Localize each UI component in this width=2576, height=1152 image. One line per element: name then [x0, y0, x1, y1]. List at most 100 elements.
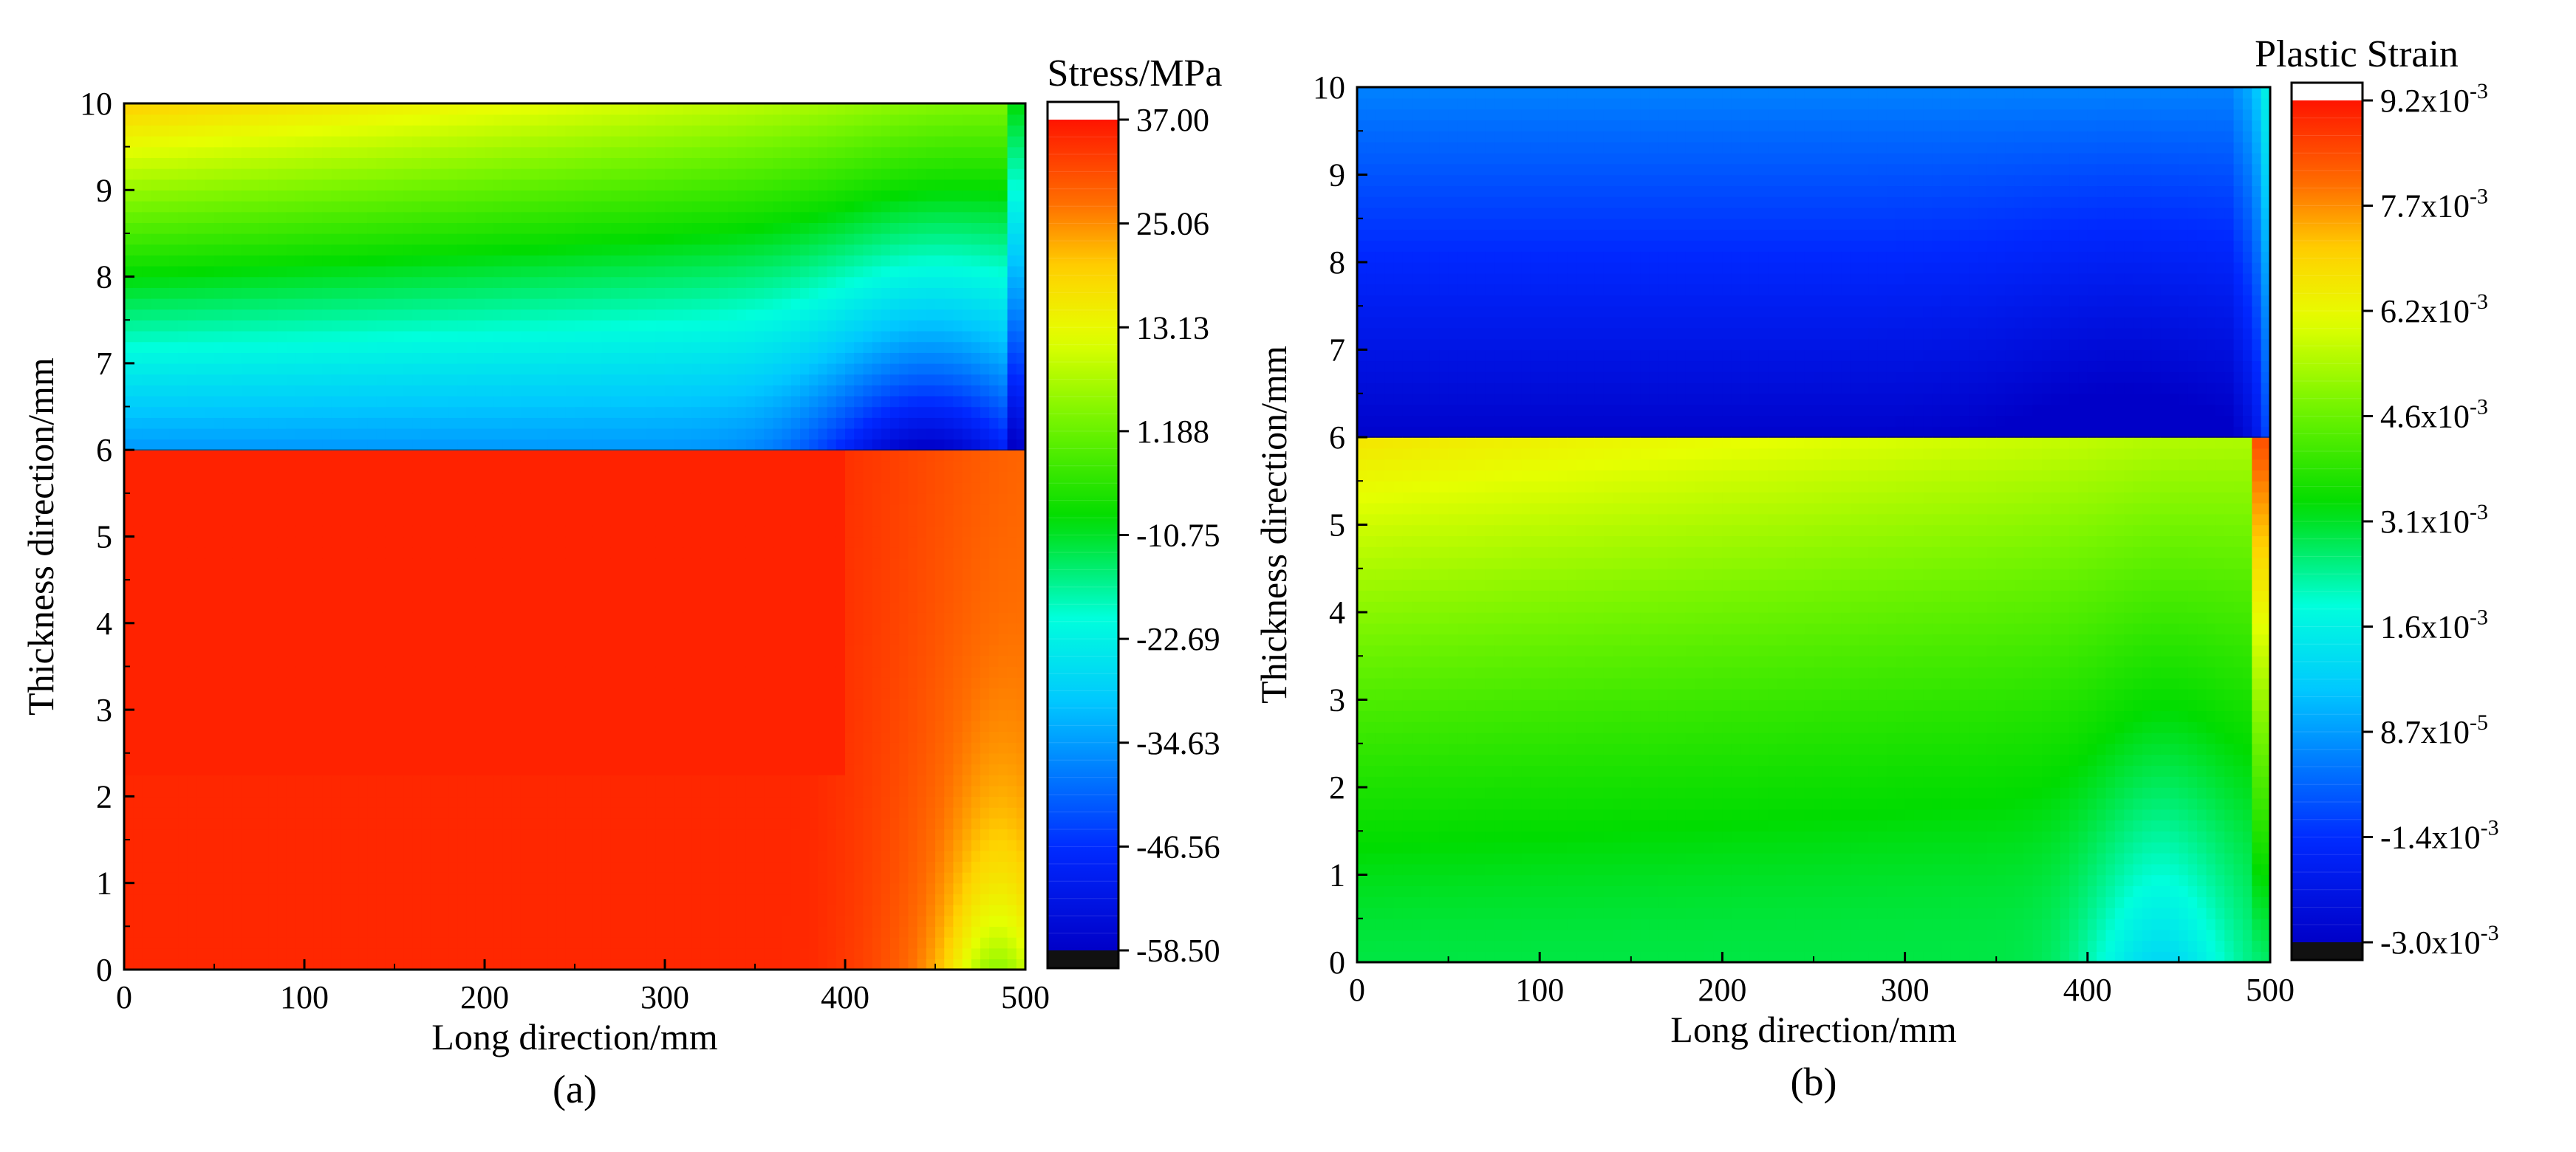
heatmap-cell	[178, 482, 188, 493]
heatmap-cell	[332, 450, 341, 461]
heatmap-cell	[197, 775, 206, 786]
heatmap-cell	[124, 547, 134, 558]
heatmap-cell	[377, 634, 386, 645]
heatmap-cell	[358, 666, 368, 677]
heatmap-cell	[160, 342, 170, 353]
heatmap-cell	[277, 645, 287, 656]
heatmap-cell	[223, 851, 233, 862]
heatmap-cell	[349, 786, 359, 797]
heatmap-cell	[367, 872, 377, 883]
heatmap-cell	[277, 612, 287, 623]
heatmap-cell	[151, 666, 161, 677]
heatmap-cell	[250, 786, 260, 797]
heatmap-cell	[197, 677, 206, 688]
heatmap-cell	[268, 872, 278, 883]
heatmap-cell	[358, 775, 368, 786]
heatmap-cell	[178, 168, 188, 179]
heatmap-cell	[287, 136, 296, 147]
heatmap-cell	[160, 190, 170, 201]
heatmap-cell	[250, 450, 260, 461]
heatmap-cell	[341, 320, 350, 331]
heatmap-cell	[142, 417, 151, 428]
heatmap-cell	[197, 201, 206, 212]
heatmap-cell	[242, 222, 251, 233]
heatmap-cell	[349, 428, 359, 439]
heatmap-cell	[367, 905, 377, 916]
heatmap-cell	[277, 515, 287, 526]
heatmap-cell	[341, 190, 350, 201]
heatmap-cell	[268, 147, 278, 158]
heatmap-cell	[187, 222, 197, 233]
heatmap-cell	[287, 580, 296, 591]
heatmap-cell	[367, 201, 377, 212]
heatmap-cell	[268, 201, 278, 212]
heatmap-cell	[295, 417, 305, 428]
heatmap-cell	[377, 526, 386, 537]
heatmap-cell	[169, 656, 179, 667]
heatmap-cell	[277, 753, 287, 764]
heatmap-cell	[133, 829, 143, 840]
heatmap-cell	[313, 428, 323, 439]
heatmap-cell	[367, 277, 377, 288]
heatmap-cell	[214, 656, 224, 667]
heatmap-cell	[277, 926, 287, 937]
heatmap-cell	[197, 591, 206, 602]
heatmap-cell	[232, 818, 242, 829]
heatmap-cell	[160, 861, 170, 872]
heatmap-cell	[178, 179, 188, 191]
heatmap-cell	[341, 688, 350, 699]
heatmap-cell	[295, 569, 305, 580]
heatmap-cell	[133, 645, 143, 656]
heatmap-cell	[332, 883, 341, 894]
heatmap-cell	[349, 721, 359, 732]
heatmap-cell	[197, 937, 206, 948]
heatmap-cell	[259, 396, 269, 407]
heatmap-cell	[367, 623, 377, 634]
heatmap-cell	[197, 407, 206, 418]
heatmap-cell	[151, 147, 161, 158]
heatmap-cell	[277, 179, 287, 191]
heatmap-cell	[259, 298, 269, 309]
heatmap-cell	[142, 114, 151, 126]
heatmap-cell	[205, 212, 215, 223]
heatmap-cell	[160, 450, 170, 461]
heatmap-cell	[304, 742, 314, 753]
heatmap-cell	[332, 656, 341, 667]
heatmap-cell	[313, 591, 323, 602]
heatmap-cell	[187, 114, 197, 126]
heatmap-cell	[232, 547, 242, 558]
heatmap-cell	[259, 417, 269, 428]
heatmap-cell	[160, 840, 170, 851]
heatmap-cell	[250, 634, 260, 645]
heatmap-cell	[295, 926, 305, 937]
heatmap-cell	[367, 731, 377, 742]
heatmap-cell	[332, 677, 341, 688]
heatmap-cell	[187, 926, 197, 937]
heatmap-cell	[367, 147, 377, 158]
heatmap-cell	[377, 721, 386, 732]
heatmap-cell	[287, 894, 296, 905]
heatmap-cell	[259, 786, 269, 797]
heatmap-cell	[277, 255, 287, 266]
heatmap-cell	[197, 656, 206, 667]
heatmap-cell	[277, 342, 287, 353]
heatmap-cell	[133, 287, 143, 298]
heatmap-cell	[232, 688, 242, 699]
heatmap-cell	[232, 699, 242, 710]
heatmap-cell	[223, 147, 233, 158]
heatmap-cell	[133, 439, 143, 450]
heatmap-cell	[169, 753, 179, 764]
heatmap-cell	[197, 645, 206, 656]
heatmap-cell	[142, 407, 151, 418]
heatmap-cell	[124, 937, 134, 948]
heatmap-cell	[178, 840, 188, 851]
heatmap-cell	[367, 818, 377, 829]
heatmap-cell	[268, 623, 278, 634]
heatmap-cell	[259, 287, 269, 298]
heatmap-cell	[223, 601, 233, 612]
heatmap-cell	[295, 601, 305, 612]
heatmap-cell	[232, 244, 242, 256]
heatmap-cell	[358, 363, 368, 374]
heatmap-cell	[268, 450, 278, 461]
heatmap-cell	[242, 764, 251, 775]
